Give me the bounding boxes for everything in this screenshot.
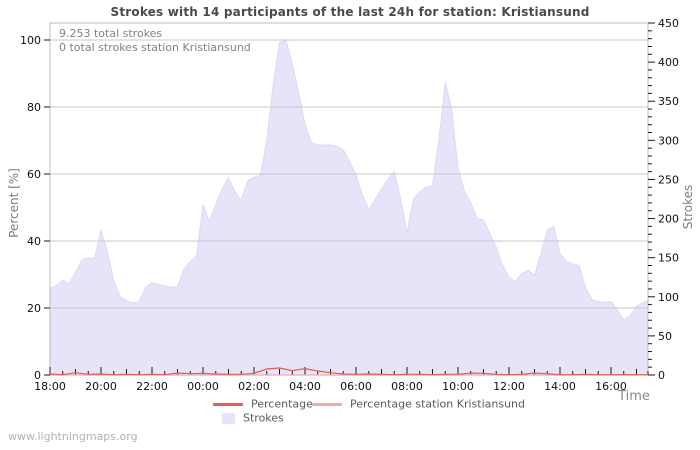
y-right-tick-label: 200 — [658, 213, 679, 226]
y-right-tick-label: 150 — [658, 252, 679, 265]
chart-title: Strokes with 14 participants of the last… — [110, 5, 590, 19]
y-left-tick-label: 20 — [27, 302, 41, 315]
x-tick-label: 18:00 — [34, 380, 66, 393]
y-left-tick-label: 0 — [34, 369, 41, 382]
total-strokes-annotation: 9.253 total strokes — [59, 27, 163, 40]
y-left-tick-label: 100 — [20, 34, 41, 47]
x-tick-label: 00:00 — [187, 380, 219, 393]
y-right-tick-label: 350 — [658, 95, 679, 108]
x-tick-label: 04:00 — [289, 380, 321, 393]
watermark-link[interactable]: www.lightningmaps.org — [8, 430, 138, 443]
y-right-tick-label: 0 — [658, 369, 665, 382]
legend-label-strokes: Strokes — [243, 411, 284, 425]
legend-item-strokes: Strokes — [213, 411, 284, 425]
x-tick-label: 16:00 — [595, 380, 627, 393]
x-tick-label: 02:00 — [238, 380, 270, 393]
x-tick-label: 08:00 — [391, 380, 423, 393]
y-right-tick-label: 50 — [658, 330, 672, 343]
y-right-tick-label: 400 — [658, 56, 679, 69]
y-right-tick-label: 300 — [658, 134, 679, 147]
percentage-series — [49, 367, 648, 376]
x-tick-label: 20:00 — [85, 380, 117, 393]
station-total-strokes-annotation: 0 total strokes station Kristiansund — [59, 41, 251, 54]
strokes-area-series — [49, 39, 649, 376]
percentage-line-swatch — [213, 402, 243, 406]
right-axis-title: Strokes — [681, 184, 695, 230]
legend-label-percentage: Percentage — [251, 397, 313, 411]
percentage-station-line-swatch — [312, 402, 342, 406]
legend-item-percentage: Percentage — [213, 397, 313, 411]
x-tick-label: 22:00 — [136, 380, 168, 393]
y-right-tick-label: 250 — [658, 173, 679, 186]
x-tick-label: 06:00 — [340, 380, 372, 393]
strokes-area-swatch — [222, 412, 235, 424]
legend-item-percentage-station: Percentage station Kristiansund — [312, 397, 525, 411]
legend-label-percentage-station: Percentage station Kristiansund — [350, 397, 525, 411]
y-right-tick-label: 450 — [658, 17, 679, 30]
y-left-tick-label: 60 — [27, 168, 41, 181]
left-axis-title: Percent [%] — [7, 168, 21, 238]
x-tick-label: 14:00 — [544, 380, 576, 393]
x-tick-label: 10:00 — [442, 380, 474, 393]
y-left-tick-label: 80 — [27, 101, 41, 114]
y-right-tick-label: 100 — [658, 291, 679, 304]
x-tick-label: 12:00 — [493, 380, 525, 393]
y-left-tick-label: 40 — [27, 235, 41, 248]
x-axis-title: Time — [618, 389, 650, 404]
